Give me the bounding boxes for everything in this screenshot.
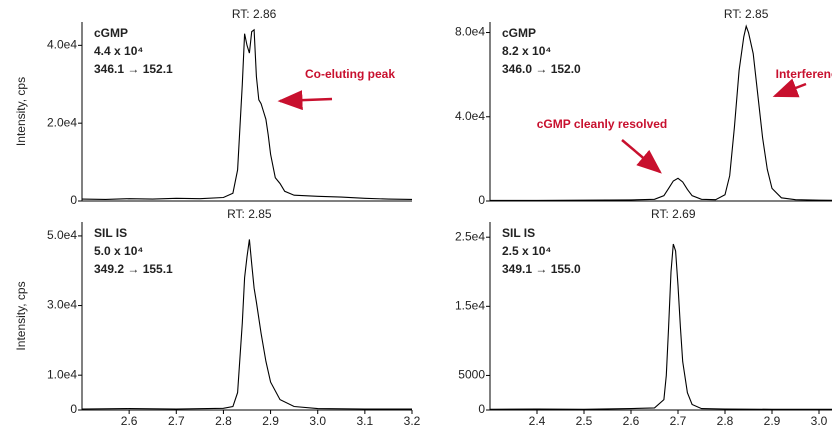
y-tick-label: 0 [478, 193, 485, 207]
retention-time-label: RT: 2.86 [232, 7, 277, 21]
y-tick-label: 5000 [458, 368, 485, 382]
chromatogram-trace [81, 28, 413, 200]
callout-text: cGMP cleanly resolved [537, 117, 668, 131]
panel-annotation: 349.2 → 155.1 [94, 262, 173, 276]
x-tick-label: 2.9 [262, 414, 279, 428]
panel-annotation: 2.5 x 10⁴ [502, 244, 551, 258]
x-tick-label: 2.9 [764, 414, 781, 428]
x-tick-label: 2.6 [623, 414, 640, 428]
panel-annotation: 349.1 → 155.0 [502, 262, 581, 276]
y-axis-label: Intensity, cps [14, 281, 28, 350]
retention-time-label: RT: 2.85 [724, 7, 769, 21]
y-tick-label: 0 [70, 193, 77, 207]
x-tick-label: 2.6 [121, 414, 138, 428]
y-tick-label: 4.0e4 [455, 109, 485, 123]
y-tick-label: 0 [70, 402, 77, 416]
panel-annotation: cGMP [502, 26, 536, 40]
chromatogram-trace [489, 243, 832, 410]
x-tick-label: 2.7 [168, 414, 185, 428]
y-tick-label: 3.0e4 [47, 298, 77, 312]
y-tick-label: 2.0e4 [47, 115, 77, 129]
retention-time-label: RT: 2.85 [227, 207, 272, 221]
retention-time-label: RT: 2.69 [651, 207, 696, 221]
x-tick-label: 2.4 [529, 414, 546, 428]
x-tick-label: 3.1 [357, 414, 374, 428]
callout-arrow [277, 90, 333, 111]
chromatogram-trace [490, 24, 832, 201]
y-tick-label: 1.0e4 [47, 367, 77, 381]
callout-arrow [621, 139, 662, 174]
y-axis-label: Intensity, cps [14, 77, 28, 146]
x-tick-label: 3.0 [811, 414, 828, 428]
x-tick-label: 2.8 [215, 414, 232, 428]
panel-annotation: 346.1 → 152.1 [94, 62, 173, 76]
y-tick-label: 5.0e4 [47, 228, 77, 242]
y-tick-label: 4.0e4 [47, 38, 77, 52]
panel-annotation: 8.2 x 10⁴ [502, 44, 551, 58]
x-tick-label: 3.0 [309, 414, 326, 428]
y-tick-label: 2.5e4 [455, 229, 485, 243]
x-tick-label: 2.8 [717, 414, 734, 428]
chromatogram-trace [81, 239, 412, 410]
callout-text: Co-eluting peak [305, 67, 395, 81]
callout-arrow [772, 78, 807, 98]
panel-annotation: 4.4 x 10⁴ [94, 44, 143, 58]
panel-annotation: 5.0 x 10⁴ [94, 244, 143, 258]
panel-annotation: SIL IS [502, 226, 535, 240]
x-tick-label: 2.5 [576, 414, 593, 428]
panel-annotation: cGMP [94, 26, 128, 40]
callout-text: Interference [776, 67, 832, 81]
y-tick-label: 8.0e4 [455, 25, 485, 39]
y-tick-label: 0 [478, 402, 485, 416]
x-tick-label: 3.2 [404, 414, 421, 428]
panel-annotation: 346.0 → 152.0 [502, 62, 581, 76]
y-tick-label: 1.5e4 [455, 298, 485, 312]
x-tick-label: 2.7 [670, 414, 687, 428]
panel-annotation: SIL IS [94, 226, 127, 240]
